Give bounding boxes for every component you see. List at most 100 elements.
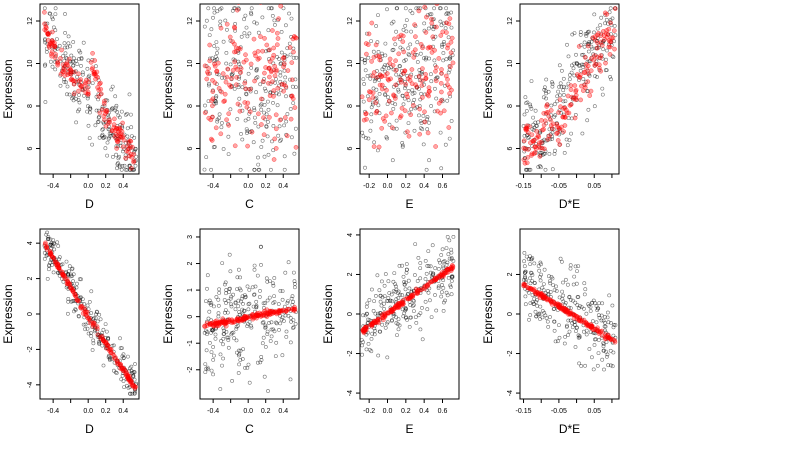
observed-point (120, 354, 125, 359)
observed-point (408, 315, 413, 320)
observed-point (222, 282, 227, 287)
observed-point (400, 94, 405, 98)
fitted-point (533, 146, 539, 151)
observed-point (103, 146, 108, 151)
fitted-point (247, 87, 253, 92)
observed-point (582, 329, 586, 334)
observed-point (286, 299, 290, 304)
observed-point (209, 368, 214, 373)
fitted-point (101, 338, 107, 343)
observed-point (522, 112, 527, 117)
observed-point (100, 127, 105, 132)
observed-point (215, 72, 219, 76)
observed-point (369, 119, 374, 124)
observed-point (265, 329, 270, 334)
observed-point (57, 43, 62, 48)
fitted-point (61, 65, 67, 70)
x-tick-label: -0.4 (207, 183, 219, 190)
observed-point (433, 293, 437, 297)
observed-point (252, 263, 257, 268)
y-tick-label: 4 (347, 233, 354, 237)
fitted-point (213, 125, 219, 131)
observed-point (63, 12, 67, 16)
fitted-point (236, 4, 241, 5)
fitted-point (129, 154, 135, 160)
y-axis-title: Expression (161, 59, 175, 118)
observed-point (247, 31, 252, 36)
fitted-point (83, 311, 88, 316)
fitted-point (557, 142, 563, 147)
fitted-point (374, 74, 380, 80)
fitted-point (397, 115, 403, 120)
observed-point (566, 333, 571, 337)
observed-point (106, 336, 111, 341)
observed-point (247, 301, 252, 306)
fitted-point (555, 138, 561, 143)
observed-point (121, 352, 126, 357)
fitted-point (92, 58, 98, 63)
observed-point (393, 289, 398, 294)
observed-point (428, 72, 433, 77)
observed-point (87, 299, 92, 304)
observed-point (85, 66, 90, 71)
fitted-point (449, 263, 455, 268)
fitted-point (396, 300, 402, 306)
observed-point (249, 12, 254, 17)
fitted-point (545, 109, 551, 115)
observed-point (220, 261, 225, 266)
observed-point (521, 124, 526, 128)
observed-point (44, 46, 49, 51)
fitted-point (245, 143, 250, 149)
observed-point (244, 127, 249, 132)
observed-point (406, 52, 411, 57)
observed-point (131, 167, 135, 172)
fitted-point (70, 287, 76, 292)
observed-point (277, 327, 281, 332)
observed-point (260, 341, 265, 346)
observed-point (118, 143, 123, 148)
fitted-point (43, 24, 49, 29)
observed-point (566, 318, 571, 323)
observed-point (283, 75, 288, 80)
fitted-point (113, 131, 119, 137)
observed-point (273, 80, 278, 85)
observed-point (523, 270, 527, 275)
observed-point (445, 293, 450, 298)
observed-point (214, 101, 219, 106)
observed-point (126, 138, 131, 143)
observed-point (86, 94, 91, 99)
observed-point (274, 320, 278, 325)
observed-point (382, 92, 387, 97)
observed-point (211, 372, 216, 377)
observed-point (523, 95, 528, 100)
fitted-point (71, 91, 77, 97)
observed-point (548, 290, 553, 294)
observed-point (409, 29, 414, 34)
observed-point (248, 89, 253, 94)
observed-point (552, 288, 557, 293)
fitted-point (423, 75, 429, 81)
observed-point (394, 72, 399, 77)
fitted-point (449, 266, 455, 272)
observed-point (128, 112, 133, 117)
observed-point (219, 75, 224, 80)
y-tick-label: 10 (27, 60, 34, 68)
fitted-point (413, 82, 418, 88)
observed-point (231, 330, 236, 335)
fitted-point (233, 64, 239, 70)
observed-point (369, 287, 374, 292)
fitted-point (80, 87, 86, 92)
observed-point (269, 334, 274, 339)
observed-point (608, 348, 613, 353)
observed-point (363, 68, 368, 73)
fitted-point (273, 68, 279, 74)
observed-point (286, 260, 291, 265)
fitted-point (448, 50, 454, 56)
observed-point (79, 57, 84, 61)
observed-point (534, 150, 539, 155)
fitted-point (374, 108, 380, 114)
fitted-point (542, 146, 547, 152)
fitted-point (204, 76, 210, 82)
fitted-point (76, 88, 81, 94)
